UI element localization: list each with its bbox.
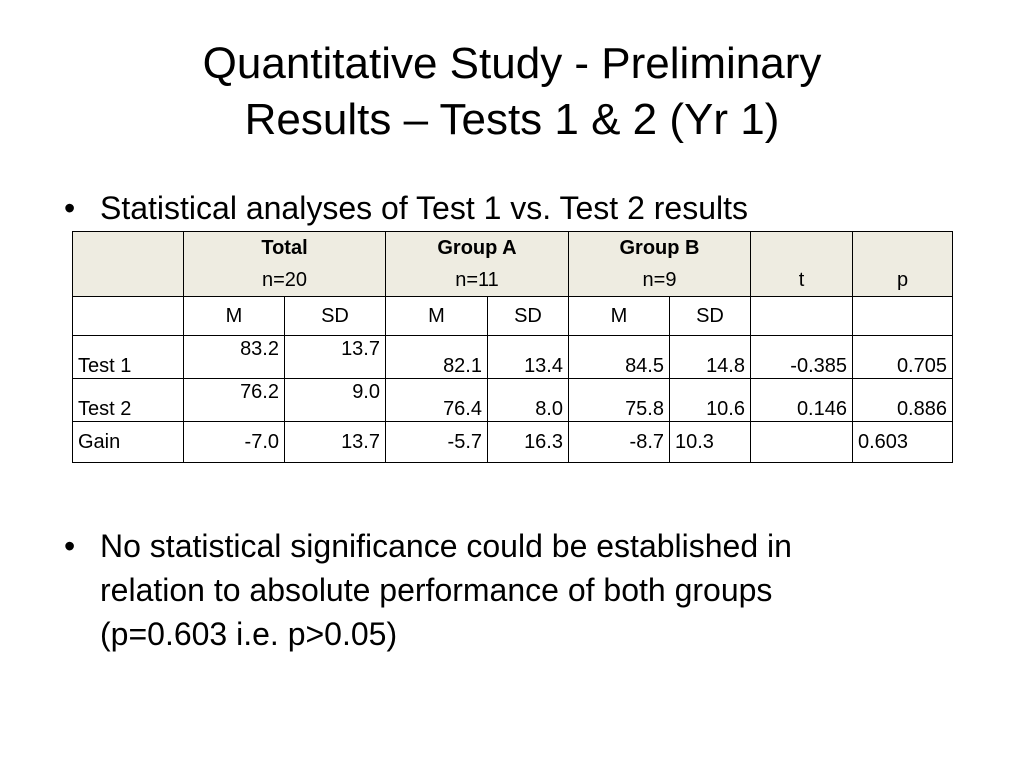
- header-group-a: Group A n=11: [385, 231, 569, 297]
- subheader-cell: M: [183, 296, 285, 336]
- subheader-cell: SD: [669, 296, 751, 336]
- bullet-line: No statistical significance could be est…: [100, 528, 792, 564]
- table-cell: 76.4: [385, 378, 488, 422]
- table-header-row: Total n=20 Group A n=11 Group B n=9 t p: [72, 231, 953, 297]
- table-cell: 0.603: [852, 421, 953, 463]
- table-cell: 14.8: [669, 335, 751, 379]
- row-label: Test 2: [72, 378, 184, 422]
- table-cell: 16.3: [487, 421, 569, 463]
- header-p: p: [852, 231, 953, 297]
- table-cell: 0.886: [852, 378, 953, 422]
- table-cell: 82.1: [385, 335, 488, 379]
- table-cell: 8.0: [487, 378, 569, 422]
- table-cell: 10.3: [669, 421, 751, 463]
- table-cell: 0.705: [852, 335, 953, 379]
- table-cell: [750, 421, 853, 463]
- subheader-cell: M: [385, 296, 488, 336]
- header-group-name: Group A: [437, 237, 517, 259]
- table-cell: 84.5: [568, 335, 670, 379]
- header-group-n: n=9: [642, 269, 677, 291]
- table-cell: 13.7: [284, 421, 386, 463]
- bullet-text: Statistical analyses of Test 1 vs. Test …: [100, 190, 748, 226]
- table-cell: 13.7: [284, 335, 386, 379]
- table-cell: 13.4: [487, 335, 569, 379]
- subheader-empty-cell: [750, 296, 853, 336]
- table-cell: 83.2: [183, 335, 285, 379]
- table-cell: -8.7: [568, 421, 670, 463]
- row-label: Test 1: [72, 335, 184, 379]
- table-cell: 76.2: [183, 378, 285, 422]
- header-t: t: [750, 231, 853, 297]
- bullet-text: No statistical significance could be est…: [100, 524, 792, 656]
- table-subheader-row: M SD M SD M SD: [72, 296, 953, 336]
- title-line-2: Results – Tests 1 & 2 (Yr 1): [244, 95, 780, 144]
- table-cell: 10.6: [669, 378, 751, 422]
- title-line-1: Quantitative Study - Preliminary: [202, 39, 822, 88]
- bullet-statistical-analyses: • Statistical analyses of Test 1 vs. Tes…: [64, 186, 964, 230]
- bullet-dot: •: [64, 528, 76, 564]
- table-cell: -0.385: [750, 335, 853, 379]
- bullet-dot: •: [64, 190, 76, 226]
- subheader-cell: M: [568, 296, 670, 336]
- table-cell: -5.7: [385, 421, 488, 463]
- bullet-no-significance: • No statistical significance could be e…: [64, 524, 964, 664]
- subheader-cell: SD: [284, 296, 386, 336]
- header-group-name: Total: [261, 237, 308, 259]
- header-group-name: Group B: [619, 237, 700, 259]
- slide-title: Quantitative Study - Preliminary Results…: [40, 36, 984, 148]
- bullet-line: relation to absolute performance of both…: [100, 572, 773, 608]
- table-row-gain: Gain -7.0 13.7 -5.7 16.3 -8.7 10.3 0.603: [72, 421, 953, 463]
- table-cell: 0.146: [750, 378, 853, 422]
- table-cell: 75.8: [568, 378, 670, 422]
- header-group-n: n=11: [455, 269, 499, 291]
- table-row-test-2: Test 2 76.2 9.0 76.4 8.0 75.8 10.6 0.146…: [72, 378, 953, 422]
- header-empty-cell: [72, 231, 184, 297]
- header-total: Total n=20: [183, 231, 386, 297]
- subheader-empty-cell: [852, 296, 953, 336]
- subheader-cell: SD: [487, 296, 569, 336]
- results-table: Total n=20 Group A n=11 Group B n=9 t p …: [72, 231, 953, 463]
- header-group-n: n=20: [261, 269, 308, 291]
- table-row-test-1: Test 1 83.2 13.7 82.1 13.4 84.5 14.8 -0.…: [72, 335, 953, 379]
- bullet-line: (p=0.603 i.e. p>0.05): [100, 616, 398, 652]
- subheader-empty-cell: [72, 296, 184, 336]
- table-cell: 9.0: [284, 378, 386, 422]
- table-cell: -7.0: [183, 421, 285, 463]
- header-group-b: Group B n=9: [568, 231, 751, 297]
- row-label: Gain: [72, 421, 184, 463]
